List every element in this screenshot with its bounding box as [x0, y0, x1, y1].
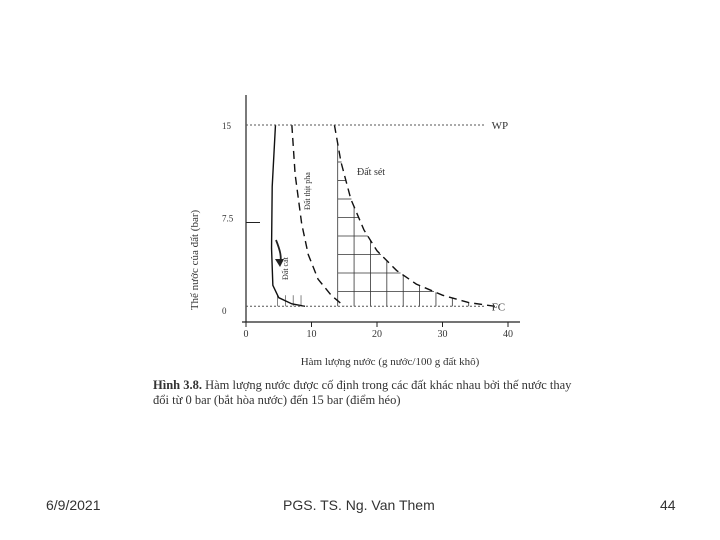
series-line — [291, 124, 345, 307]
reference-line-label: FC — [492, 301, 505, 313]
soil-water-chart: WP FC 0 10 20 30 40 15 7.5 0 Thế nước của đất (b… — [189, 95, 520, 368]
slide-author: PGS. TS. Ng. Van Them — [283, 497, 435, 513]
x-tick-label: 20 — [372, 329, 382, 340]
slide-date: 6/9/2021 — [46, 497, 101, 513]
reference-lines: WP FC — [246, 120, 508, 313]
caption-text: Hàm lượng nước được cố định trong các đấ… — [153, 378, 572, 407]
chart-series — [270, 124, 495, 307]
loam-label: Đất thịt pha — [303, 172, 312, 210]
series-line — [270, 124, 306, 307]
x-axis-label: Hàm lượng nước (g nước/100 g đất khô) — [301, 356, 480, 368]
tick-labels: 0 10 20 30 40 15 7.5 0 — [222, 121, 513, 340]
chart-axes — [242, 95, 520, 323]
caption-label: Hình 3.8. — [153, 378, 202, 392]
series-line — [333, 124, 495, 307]
x-tick-label: 10 — [307, 329, 317, 340]
x-tick-label: 40 — [503, 329, 513, 340]
y-tick-label: 7.5 — [222, 214, 234, 224]
reference-line-label: WP — [492, 120, 509, 132]
clay-label: Đất sét — [357, 167, 385, 178]
figure-caption: Hình 3.8. Hàm lượng nước được cố định tr… — [153, 378, 573, 408]
y-axis-label: Thế nước của đất (bar) — [189, 209, 201, 310]
chart-figure: WP FC 0 10 20 30 40 15 7.5 0 Thế nước của đất (b… — [180, 85, 560, 420]
x-tick-label: 30 — [438, 329, 448, 340]
sand-label: Đất cát — [281, 256, 290, 280]
arrow-head-icon — [275, 259, 284, 267]
y-tick-label: 0 — [222, 306, 227, 316]
slide-page-number: 44 — [660, 497, 676, 513]
y-tick-label: 15 — [222, 121, 232, 131]
x-tick-label: 0 — [244, 329, 249, 340]
